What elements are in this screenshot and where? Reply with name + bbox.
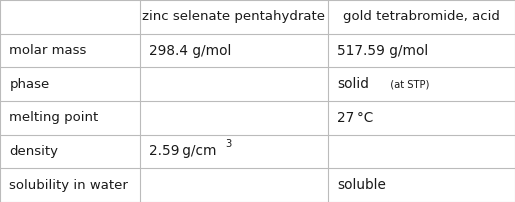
Text: melting point: melting point [9,111,98,124]
Text: (at STP): (at STP) [384,79,430,89]
Text: phase: phase [9,78,49,91]
Text: 517.59 g/mol: 517.59 g/mol [337,43,428,58]
Text: molar mass: molar mass [9,44,87,57]
Text: solubility in water: solubility in water [9,179,128,192]
Text: 2.59 g/cm: 2.59 g/cm [149,144,217,159]
Text: soluble: soluble [337,178,386,192]
Text: 298.4 g/mol: 298.4 g/mol [149,43,232,58]
Text: 27 °C: 27 °C [337,111,373,125]
Text: gold tetrabromide, acid: gold tetrabromide, acid [343,10,500,23]
Text: solid: solid [337,77,369,91]
Text: density: density [9,145,58,158]
Text: 3: 3 [226,139,232,149]
Text: zinc selenate pentahydrate: zinc selenate pentahydrate [142,10,325,23]
